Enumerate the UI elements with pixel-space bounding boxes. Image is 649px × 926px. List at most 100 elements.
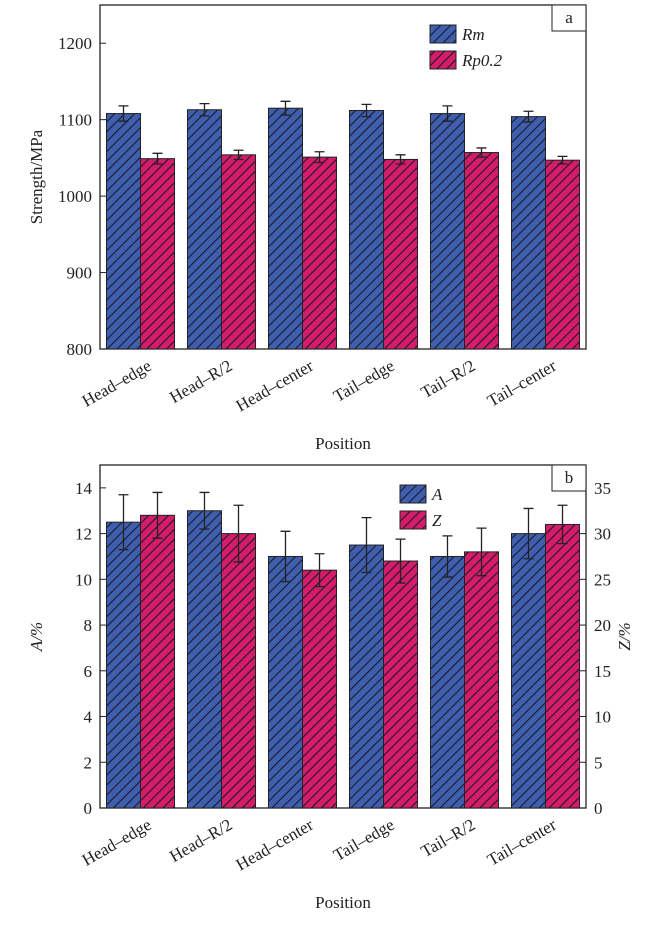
x-tick-label: Tail–center <box>484 356 560 411</box>
y2-axis-title: Z/% <box>615 622 634 650</box>
y-tick-label: 12 <box>75 525 92 544</box>
y-tick-label: 900 <box>67 264 93 283</box>
x-tick-label: Tail–edge <box>330 356 397 406</box>
x-tick-label: Tail–R/2 <box>418 356 479 402</box>
y-tick-label: 4 <box>84 708 93 727</box>
legend-swatch <box>429 50 457 70</box>
error-bar <box>118 494 129 551</box>
y2-tick-label: 5 <box>594 753 603 772</box>
bar <box>348 109 385 350</box>
y2-tick-label: 20 <box>594 616 611 635</box>
y-tick-label: 1100 <box>59 111 92 130</box>
error-bar <box>152 152 163 165</box>
bar <box>429 113 466 350</box>
error-bar <box>199 491 210 530</box>
bar <box>221 533 257 809</box>
y-axis-title: A/% <box>27 622 46 652</box>
bar <box>348 544 385 809</box>
x-axis-title: Position <box>315 434 371 453</box>
y-tick-label: 800 <box>67 340 93 359</box>
bar <box>545 159 581 350</box>
error-bar <box>199 102 210 117</box>
bar <box>221 154 257 350</box>
error-bar <box>314 151 325 164</box>
y-tick-label: 8 <box>84 616 93 635</box>
error-bar <box>442 535 453 578</box>
y-tick-label: 6 <box>84 662 93 681</box>
error-bar <box>557 155 568 165</box>
legend-swatch <box>429 24 457 44</box>
error-bar <box>233 504 244 563</box>
bar <box>510 533 547 809</box>
y2-tick-label: 10 <box>594 708 611 727</box>
bar <box>186 510 222 809</box>
x-tick-label: Tail–edge <box>330 815 397 865</box>
legend-label: Rp0.2 <box>461 51 503 70</box>
bar <box>105 521 142 809</box>
bar <box>267 107 304 350</box>
x-tick-label: Head–R/2 <box>166 356 235 407</box>
panel-label: b <box>565 468 574 487</box>
error-bar <box>314 553 325 588</box>
y-tick-label: 0 <box>84 799 93 818</box>
x-tick-label: Head–center <box>233 356 317 416</box>
x-tick-label: Head–edge <box>79 356 155 411</box>
x-tick-label: Head–center <box>233 815 317 875</box>
y-tick-label: 2 <box>84 753 93 772</box>
y-axis-title: Strength/MPa <box>27 129 46 224</box>
x-tick-label: Tail–center <box>484 815 560 870</box>
error-bar <box>523 110 534 123</box>
bar <box>464 551 500 809</box>
y-tick-label: 14 <box>75 479 93 498</box>
error-bar <box>476 527 487 577</box>
error-bar <box>361 103 372 118</box>
legend-label: Z <box>432 511 442 530</box>
plot-frame <box>99 4 587 350</box>
y2-tick-label: 0 <box>594 799 603 818</box>
error-bar <box>395 538 406 584</box>
legend-label: A <box>431 485 443 504</box>
bar <box>383 560 419 809</box>
panel-label-box <box>551 4 587 32</box>
legend-swatch <box>399 484 427 504</box>
y-tick-label: 1000 <box>58 187 92 206</box>
bar <box>429 555 466 809</box>
bar <box>464 152 500 350</box>
error-bar <box>361 516 372 574</box>
error-bar <box>476 147 487 158</box>
legend-swatch <box>399 510 427 530</box>
bar <box>267 555 304 809</box>
bar <box>510 116 547 350</box>
y2-tick-label: 15 <box>594 662 611 681</box>
x-tick-label: Head–R/2 <box>166 815 235 866</box>
y-tick-label: 10 <box>75 570 92 589</box>
bar <box>545 523 581 809</box>
error-bar <box>442 105 453 122</box>
bar <box>383 158 419 350</box>
error-bar <box>280 530 291 583</box>
y-tick-label: 1200 <box>58 34 92 53</box>
y2-tick-label: 35 <box>594 479 611 498</box>
bar <box>105 113 142 350</box>
x-axis-title: Position <box>315 893 371 912</box>
error-bar <box>395 154 406 165</box>
legend-label: Rm <box>461 25 485 44</box>
error-bar <box>152 491 163 539</box>
y2-tick-label: 30 <box>594 525 611 544</box>
y2-tick-label: 25 <box>594 570 611 589</box>
error-bar <box>280 100 291 116</box>
error-bar <box>557 504 568 545</box>
x-tick-label: Head–edge <box>79 815 155 870</box>
error-bar <box>523 507 534 560</box>
panel-label-box <box>551 464 587 492</box>
bar <box>186 109 222 350</box>
bar <box>302 156 338 350</box>
error-bar <box>233 149 244 161</box>
x-tick-label: Tail–R/2 <box>418 815 479 861</box>
bar <box>302 569 338 809</box>
error-bar <box>118 105 129 122</box>
bar <box>140 514 176 809</box>
panel-label: a <box>565 8 573 27</box>
bar <box>140 158 176 350</box>
